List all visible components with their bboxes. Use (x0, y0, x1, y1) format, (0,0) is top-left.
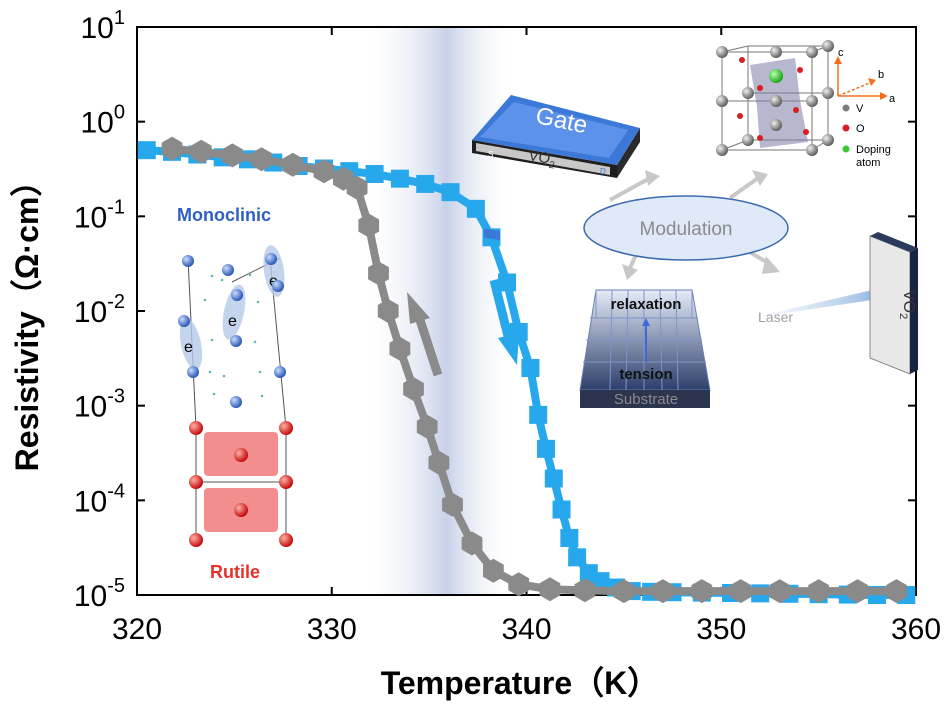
crystal-atoms (716, 40, 834, 156)
x-axis-ticks: 320 330 340 350 360 (112, 27, 941, 646)
device-channel-label: VO2 (527, 147, 558, 172)
monoclinic-atoms (178, 253, 286, 408)
data-series (137, 136, 916, 604)
substrate-label: Substrate (614, 391, 678, 408)
device-drain-label: D (600, 167, 606, 176)
legend-o: O (856, 123, 865, 135)
y-axis-label: Resistivity（Ω·cm） (9, 165, 45, 472)
data-point-hexagon (508, 572, 530, 597)
strain-inset: relaxation tension Substrate (579, 289, 711, 408)
data-point-square (544, 469, 563, 488)
monoclinic-label: Monoclinic (177, 205, 271, 225)
legend-doping-1: Doping (856, 144, 891, 156)
data-point-hexagon (691, 579, 713, 604)
y-tick-label: 10-5 (74, 575, 125, 613)
data-point-hexagon (730, 579, 752, 604)
legend-doping-2: atom (856, 157, 880, 169)
electron-label-1: e (184, 339, 193, 356)
data-point-square (591, 572, 610, 591)
data-point-hexagon (222, 143, 243, 168)
x-tick-label: 330 (307, 613, 357, 646)
cooling-arrow (407, 292, 443, 377)
data-point-hexagon (358, 213, 380, 238)
rutile-label: Rutile (210, 562, 260, 582)
data-point-hexagon (428, 450, 450, 475)
data-point-hexagon (346, 175, 368, 200)
data-point-square (498, 273, 517, 292)
data-point-hexagon (403, 377, 424, 401)
rutile-atoms (189, 421, 293, 547)
x-tick-label: 320 (112, 613, 162, 646)
data-point-hexagon (886, 579, 907, 604)
relaxation-label: relaxation (611, 296, 682, 313)
data-point-square (521, 358, 540, 377)
data-point-hexagon (574, 578, 596, 603)
data-point-hexagon (613, 579, 635, 604)
y-tick-label: 10-3 (74, 386, 125, 424)
data-point-hexagon (389, 336, 411, 361)
laser-label: Laser (758, 309, 793, 325)
data-point-square (365, 165, 384, 184)
data-point-hexagon (416, 414, 438, 439)
tension-label: tension (619, 366, 672, 383)
data-point-square (137, 141, 156, 160)
modulation-label: Modulation (640, 219, 733, 240)
data-point-hexagon (282, 152, 304, 177)
heating-arrow (489, 278, 519, 365)
y-tick-label: 100 (81, 102, 126, 140)
data-point-hexagon (652, 579, 674, 604)
crystal-structure-inset: c b a V O Doping atom (716, 40, 896, 169)
axis-a-label: a (889, 93, 896, 105)
electron-label-2: e (228, 313, 237, 330)
structure-inset: Monoclinic e e e (177, 205, 293, 582)
data-point-square (552, 500, 571, 519)
modulation-ellipse (583, 195, 789, 261)
y-axis-ticks: 10-5 10-4 10-3 10-2 10-1 100 101 (74, 7, 916, 613)
axis-c-label: c (838, 47, 844, 59)
data-point-square (390, 169, 409, 188)
legend-v: V (856, 103, 864, 115)
data-point-hexagon (313, 159, 335, 184)
y-tick-label: 10-1 (74, 196, 125, 234)
data-point-hexagon (847, 579, 868, 604)
x-tick-label: 350 (696, 613, 746, 646)
data-point-hexagon (368, 261, 389, 286)
x-tick-label: 360 (891, 613, 941, 646)
gate-device-inset: Gate S D VO2 (472, 95, 640, 241)
data-point-square (441, 183, 460, 202)
laser-inset: Laser VO2 (752, 232, 918, 375)
data-point-hexagon (808, 579, 829, 604)
data-point-hexagon (483, 558, 504, 583)
modulation-hub: Modulation (583, 170, 789, 280)
data-point-square (416, 174, 435, 193)
y-tick-label: 10-4 (74, 480, 125, 518)
x-axis-label: Temperature（K） (381, 665, 660, 701)
data-point-square (529, 405, 548, 424)
axis-b-label: b (878, 69, 884, 81)
data-point-hexagon (769, 579, 791, 604)
data-point-hexagon (161, 136, 183, 161)
data-point-hexagon (190, 139, 212, 164)
data-point-square (466, 199, 485, 218)
laser-target-label: VO2 (897, 290, 917, 319)
x-tick-label: 340 (501, 613, 551, 646)
device-source-label: S (488, 150, 493, 159)
data-point-square (568, 548, 587, 567)
electron-label-3: e (269, 273, 278, 290)
data-point-hexagon (377, 299, 399, 323)
data-point-square (536, 439, 555, 458)
data-point-hexagon (251, 147, 272, 172)
data-point-hexagon (461, 531, 483, 556)
data-point-hexagon (442, 492, 463, 517)
y-tick-label: 10-2 (74, 291, 125, 329)
data-point-square (560, 529, 579, 548)
data-point-hexagon (539, 577, 561, 602)
y-tick-label: 101 (81, 7, 126, 45)
